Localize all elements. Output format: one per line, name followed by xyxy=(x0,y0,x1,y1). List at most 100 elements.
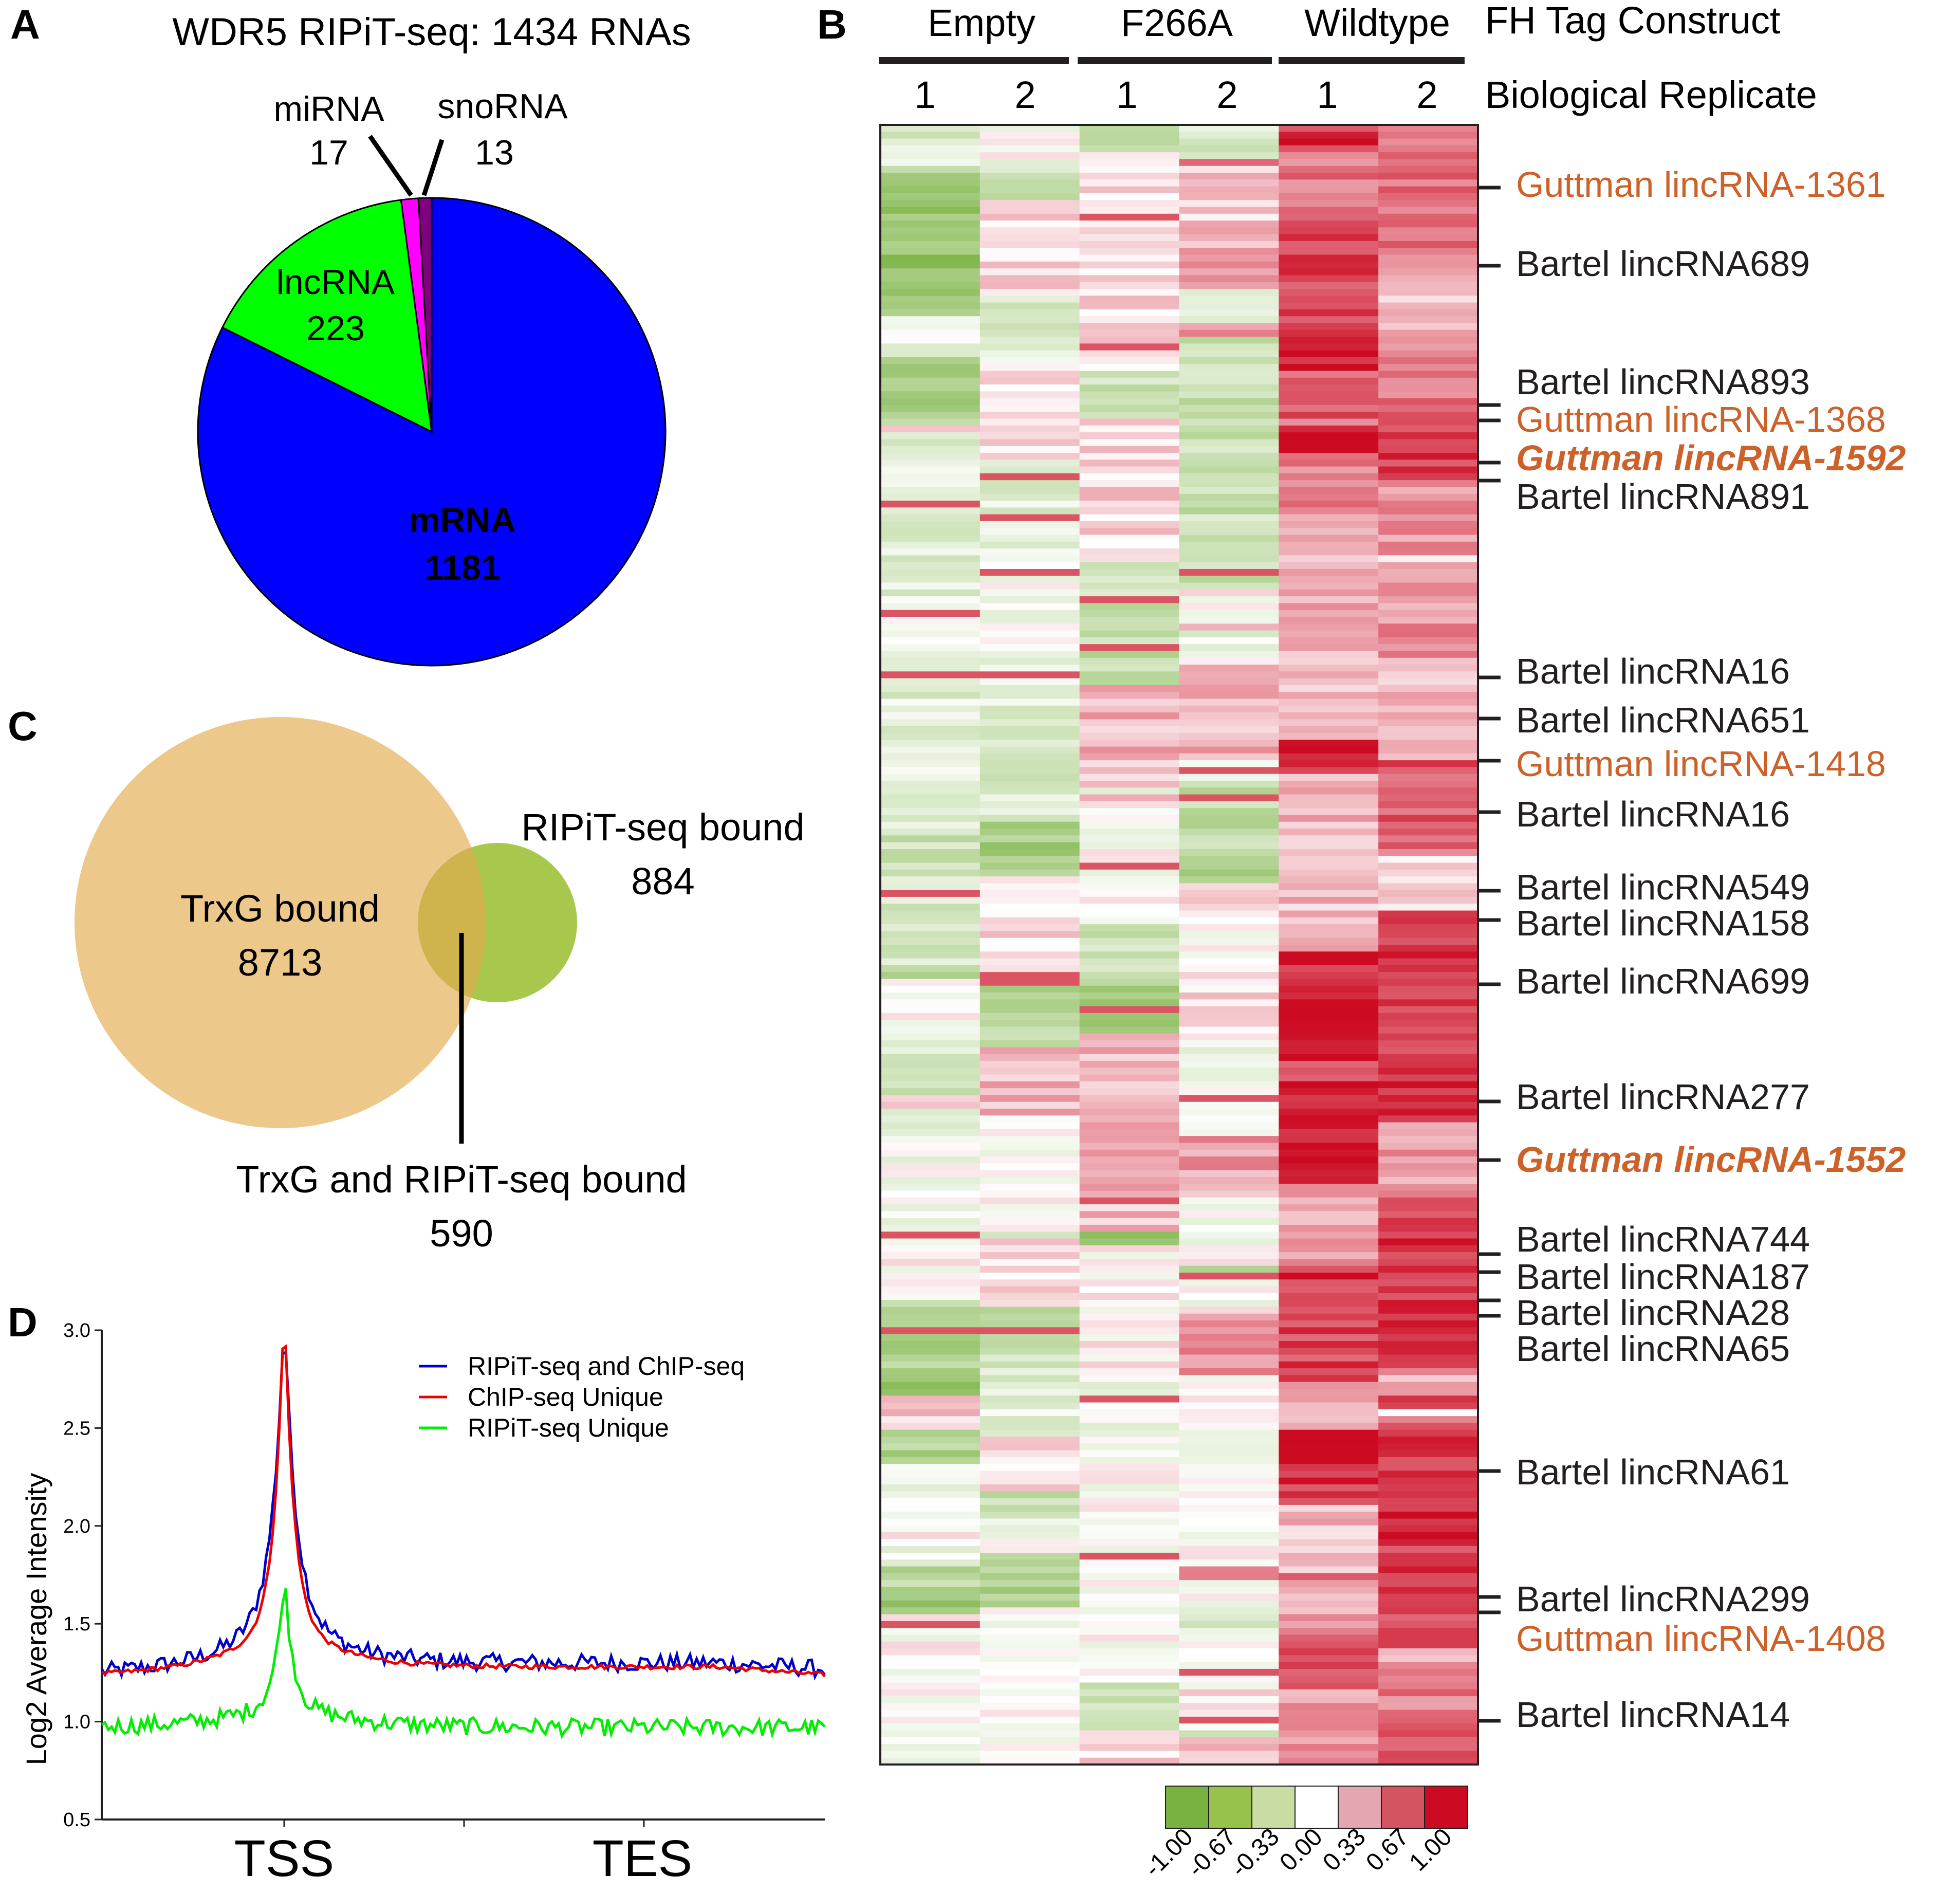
line-chart-series xyxy=(100,1344,826,1739)
heatmap-cell xyxy=(979,630,1080,638)
heatmap-cell xyxy=(1079,1443,1180,1451)
heatmap-cell xyxy=(1378,528,1478,536)
heatmap-cell xyxy=(1079,890,1180,897)
heatmap-cell xyxy=(1179,1095,1279,1102)
heatmap-cell xyxy=(1079,1382,1180,1389)
heatmap-cell xyxy=(1279,1060,1379,1068)
heatmap-cell xyxy=(1378,1184,1478,1191)
heatmap-cell xyxy=(1279,398,1379,406)
heatmap-cell xyxy=(1079,1190,1180,1198)
heatmap-cell xyxy=(1378,1047,1478,1055)
heatmap-cell xyxy=(1279,1648,1379,1656)
heatmap-cell xyxy=(979,1580,1080,1588)
lincrna-label: Bartel lincRNA158 xyxy=(1516,903,1810,943)
heatmap-cell xyxy=(1179,1587,1279,1594)
scale-swatch xyxy=(1424,1786,1468,1829)
heatmap-cell xyxy=(1378,493,1478,501)
heatmap-cell xyxy=(880,1245,981,1253)
heatmap-cell xyxy=(979,1546,1080,1553)
heatmap-cell xyxy=(1378,1054,1478,1061)
heatmap-cell xyxy=(1179,357,1279,364)
heatmap-cell xyxy=(1378,1423,1478,1430)
heatmap-cell xyxy=(979,432,1080,440)
heatmap-cell xyxy=(979,869,1080,877)
heatmap-cell xyxy=(1179,705,1279,713)
heatmap-cell xyxy=(1279,931,1379,939)
heatmap-cell xyxy=(1179,835,1279,843)
heatmap-cell xyxy=(1378,1648,1478,1656)
heatmap-cell xyxy=(1079,377,1180,385)
heatmap-cell xyxy=(1279,528,1379,536)
heatmap-cell xyxy=(1179,1156,1279,1164)
heatmap-cell xyxy=(1179,562,1279,569)
heatmap-cell xyxy=(1079,398,1180,406)
heatmap-cell xyxy=(1279,1525,1379,1533)
heatmap-cell xyxy=(880,630,981,638)
heatmap-cell xyxy=(1279,193,1379,200)
heatmap-cell xyxy=(1378,1149,1478,1157)
heatmap-cell xyxy=(1079,958,1180,966)
heatmap-cell xyxy=(1279,993,1379,1000)
heatmap-cell xyxy=(979,1614,1080,1622)
heatmap-cell xyxy=(979,125,1080,132)
heatmap-cell xyxy=(1279,1273,1379,1280)
heatmap-cell xyxy=(1179,610,1279,617)
heatmap-cell xyxy=(979,699,1080,706)
heatmap-cell xyxy=(1179,548,1279,556)
heatmap-cell xyxy=(1079,985,1180,993)
heatmap-cell xyxy=(979,576,1080,583)
heatmap-cell xyxy=(880,1437,981,1444)
heatmap-cell xyxy=(979,692,1080,700)
heatmap-cell xyxy=(1179,535,1279,542)
heatmap-cell xyxy=(1279,446,1379,453)
heatmap-cell xyxy=(1378,1074,1478,1082)
heatmap-cell xyxy=(1279,1710,1379,1717)
heatmap-cell xyxy=(1179,220,1279,228)
heatmap-cell xyxy=(1179,1593,1279,1601)
heatmap-cell xyxy=(1179,173,1279,180)
heatmap-cell xyxy=(1079,466,1180,474)
heatmap-cell xyxy=(1378,1006,1478,1014)
heatmap-cell xyxy=(1378,261,1478,269)
heatmap-cell xyxy=(1279,678,1379,686)
heatmap-cell xyxy=(1179,1068,1279,1075)
heatmap-cell xyxy=(1079,1320,1180,1328)
heatmap-cell xyxy=(1179,1676,1279,1683)
heatmap-cell xyxy=(1378,384,1478,392)
heatmap-cell xyxy=(1279,1122,1379,1130)
heatmap-cell xyxy=(880,1163,981,1171)
heatmap-cell xyxy=(1179,965,1279,972)
heatmap-cell xyxy=(1079,1074,1180,1082)
heatmap-cell xyxy=(1179,296,1279,303)
heatmap-cell xyxy=(979,1668,1080,1676)
heatmap-cell xyxy=(1378,1484,1478,1492)
heatmap-cell xyxy=(1378,1395,1478,1403)
heatmap-cell xyxy=(880,234,981,242)
heatmap-cell xyxy=(1378,446,1478,453)
heatmap-cell xyxy=(1378,1354,1478,1362)
heatmap-cell xyxy=(1179,1054,1279,1061)
heatmap-cell xyxy=(880,781,981,788)
heatmap-cell xyxy=(880,152,981,160)
heatmap-cell xyxy=(1378,1751,1478,1758)
heatmap-cell xyxy=(880,699,981,706)
heatmap-cell xyxy=(1279,945,1379,952)
heatmap-cell xyxy=(1279,1676,1379,1683)
heatmap-cell xyxy=(880,835,981,843)
heatmap-cell xyxy=(880,760,981,768)
heatmap-cell xyxy=(1279,1361,1379,1369)
heatmap-cell xyxy=(1079,1580,1180,1588)
heatmap-cell xyxy=(1079,179,1180,187)
heatmap-cell xyxy=(1079,541,1180,549)
heatmap-cell xyxy=(1079,316,1180,324)
heatmap-cell xyxy=(1279,1026,1379,1034)
scale-swatch xyxy=(1295,1786,1339,1829)
heatmap-cell xyxy=(880,1026,981,1034)
heatmap-cell xyxy=(1179,1703,1279,1711)
heatmap-cell xyxy=(880,746,981,754)
heatmap-cell xyxy=(880,705,981,713)
heatmap-cell xyxy=(979,1682,1080,1690)
heatmap-cell xyxy=(979,808,1080,816)
heatmap-cell xyxy=(1079,1211,1180,1219)
heatmap-cell xyxy=(880,951,981,959)
